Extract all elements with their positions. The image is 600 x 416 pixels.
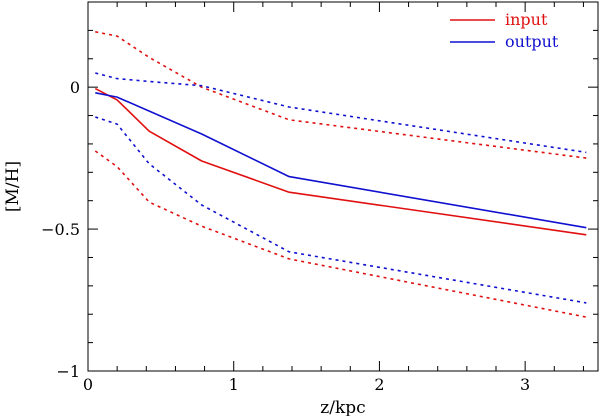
data-lines — [94, 31, 587, 318]
x-tick-label: 2 — [374, 375, 384, 394]
y-tick-label: 0 — [70, 78, 80, 97]
plot-frame — [87, 1, 599, 372]
series-line-0 — [94, 87, 587, 236]
x-axis-title: z/kpc — [320, 398, 365, 416]
y-tick-label: −0.5 — [41, 220, 80, 239]
y-tick-label: −1 — [56, 362, 80, 381]
legend-label-output: output — [505, 32, 559, 51]
dotted-series-line-4 — [95, 72, 587, 154]
series-line-1 — [95, 92, 587, 229]
x-tick-label: 0 — [83, 375, 93, 394]
dotted-series-line-5 — [95, 116, 587, 304]
x-tick-label: 3 — [520, 375, 530, 394]
dotted-series-line-3 — [94, 150, 587, 318]
legend: input output — [450, 10, 559, 51]
y-axis-title: [M/H] — [3, 161, 23, 212]
tick-labels: 0 1 2 3 −1 −0.5 0 — [41, 78, 530, 394]
legend-label-input: input — [505, 10, 548, 29]
x-tick-label: 1 — [229, 375, 239, 394]
